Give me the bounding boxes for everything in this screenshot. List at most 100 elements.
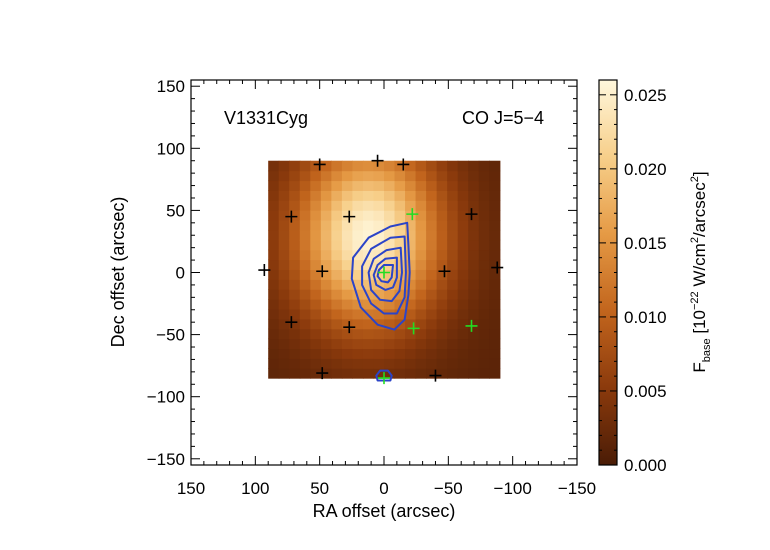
contour-line [372,256,398,291]
heatmap-cell [320,170,332,182]
y-axis-ticks: 150 100 50 0 −50 −100 −150 [147,77,577,469]
heatmap-cell [405,190,417,201]
heatmap-cell [384,318,396,330]
heatmap-cell [457,190,469,201]
heatmap-cell [310,160,322,172]
heatmap-cell [415,269,427,280]
spaxel-marker [378,266,390,279]
heatmap-cell [415,289,427,300]
heatmap-cell [289,249,301,261]
heatmap-cell [489,249,501,261]
heatmap-cell [331,269,343,280]
spaxel-marker [378,372,390,385]
heatmap-cell [468,229,480,241]
heatmap-cell [415,328,427,340]
heatmap-cell [447,180,459,191]
heatmap-cell [415,229,427,241]
heatmap-cell [394,308,406,320]
heatmap-cell [331,210,343,221]
heatmap-cell [352,249,364,261]
heatmap-cell [478,160,490,172]
heatmap-cell [289,200,301,211]
heatmap-cell [373,308,385,320]
heatmap-cell [457,220,469,231]
heatmap-cell [289,220,301,231]
heatmap-cell [352,289,364,300]
heatmap-cell [436,308,448,320]
heatmap-cell [457,338,469,350]
heatmap-cell [457,160,469,172]
heatmap-cell [310,308,322,320]
heatmap-cell [436,328,448,340]
heatmap-cell [278,279,290,290]
heatmap-cell [457,358,469,369]
heatmap-cell [352,358,364,369]
heatmap-cell [447,170,459,182]
heatmap-cell [384,249,396,261]
heatmap-cell [268,170,280,182]
heatmap-cell [362,368,375,379]
heatmap-cell [489,200,501,211]
heatmap-cell [394,229,406,241]
heatmap-cell [468,190,480,201]
heatmap-cell [362,338,375,350]
heatmap-cell [447,249,459,261]
heatmap-cell [405,239,417,251]
heatmap-cell [289,299,301,310]
contour-line [367,246,403,303]
heatmap-cell [394,348,406,359]
spaxel-marker [465,208,478,221]
heatmap-cell [341,328,354,340]
colorbar-tick-label: 0.015 [624,234,667,253]
heatmap-cell [426,368,438,379]
heatmap-cell [268,160,280,172]
heatmap-cell [299,338,311,350]
heatmap-cell [278,259,290,270]
heatmap-cell [299,269,311,280]
heatmap-cell [268,180,280,191]
heatmap-cell [384,328,396,340]
y-tick-label: −150 [147,450,185,469]
heatmap-cell [268,308,280,320]
heatmap-cell [331,160,343,172]
heatmap-cell [331,348,343,359]
heatmap-cell [415,190,427,201]
heatmap-cell [394,299,406,310]
heatmap-cell [384,348,396,359]
heatmap-cell [310,190,322,201]
heatmap-cell [320,220,332,231]
heatmap-cell [426,289,438,300]
heatmap-cell [362,170,375,182]
heatmap-cell [289,338,301,350]
heatmap-cell [468,160,480,172]
heatmap-cell [415,318,427,330]
colorbar-tick-label: 0.010 [624,308,667,327]
heatmap-cell [384,279,396,290]
heatmap-cell [415,220,427,231]
spaxel-marker [397,158,410,171]
heatmap-cell [352,328,364,340]
heatmap-cell [289,279,301,290]
heatmap-cell [299,358,311,369]
heatmap-cell [341,190,354,201]
heatmap-cell [426,259,438,270]
heatmap-cell [320,259,332,270]
heatmap-cell [331,358,343,369]
heatmap-cell [278,348,290,359]
heatmap-cell [352,318,364,330]
heatmap-cell [447,289,459,300]
heatmap-cell [289,358,301,369]
heatmap-cell [320,338,332,350]
heatmap-cell [373,269,385,280]
heatmap-cell [320,358,332,369]
heatmap-cell [478,220,490,231]
x-tick-label: −50 [434,479,463,498]
heatmap-cell [468,269,480,280]
heatmap-cell [331,220,343,231]
heatmap-cell [394,368,406,379]
heatmap-cell [299,180,311,191]
spaxel-marker [258,264,271,277]
heatmap-cell [320,269,332,280]
heatmap-cell [373,220,385,231]
heatmap-cell [384,299,396,310]
